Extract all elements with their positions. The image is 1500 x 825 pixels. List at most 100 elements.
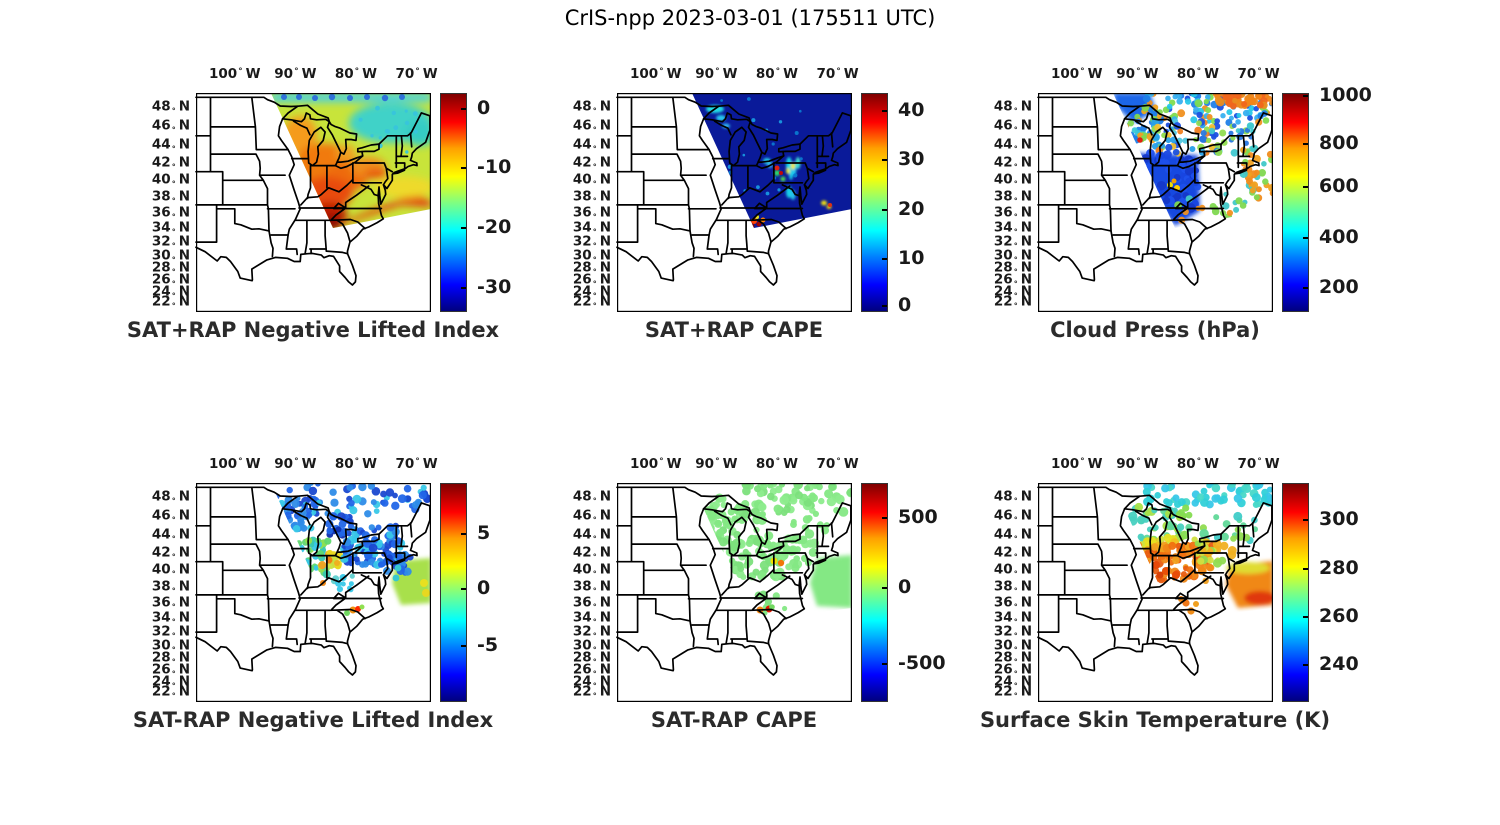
x-tick-hemisphere: W: [362, 66, 378, 82]
degree-symbol: °: [1013, 267, 1018, 277]
x-tick-label: 90° W: [695, 456, 737, 472]
y-tick-label: 42° N: [142, 544, 190, 561]
y-tick-label: 48° N: [563, 99, 611, 116]
colorbar-tick-label: 300: [1319, 507, 1359, 530]
colorbar-tick-mark: [882, 258, 887, 261]
panel-title: Surface Skin Temperature (K): [979, 708, 1331, 732]
y-tick-hemisphere: N: [1020, 683, 1032, 700]
y-tick-hemisphere: N: [599, 561, 611, 578]
y-tick-hemisphere: N: [178, 204, 190, 221]
y-tick-label: 30° N: [142, 247, 190, 264]
y-tick-degrees: 24: [151, 673, 171, 690]
degree-symbol: °: [659, 67, 664, 77]
x-tick-degrees: 90: [274, 66, 294, 82]
x-tick-hemisphere: W: [1204, 456, 1220, 472]
y-tick-hemisphere: N: [1020, 233, 1032, 250]
degree-symbol: °: [1013, 569, 1018, 579]
y-tick-hemisphere: N: [178, 98, 190, 115]
y-tick-label: 40° N: [142, 562, 190, 579]
x-tick-degrees: 80: [1176, 66, 1196, 82]
colorbar-tick-label: 0: [477, 576, 491, 599]
degree-symbol: °: [1013, 534, 1018, 544]
degree-symbol: °: [592, 657, 597, 667]
x-tick-label: 70° W: [395, 456, 437, 472]
y-tick-degrees: 42: [151, 154, 171, 171]
degree-symbol: °: [592, 552, 597, 562]
colorbar-tick-label: 5: [477, 521, 491, 544]
x-tick-label: 90° W: [1116, 456, 1158, 472]
colorbar-tick-mark: [882, 158, 887, 161]
y-tick-label: 36° N: [984, 204, 1032, 221]
map-canvas: [195, 93, 432, 313]
colorbar-tick-label: 800: [1319, 132, 1359, 155]
y-tick-hemisphere: N: [1020, 544, 1032, 561]
y-tick-hemisphere: N: [178, 171, 190, 188]
y-tick-degrees: 36: [993, 204, 1013, 221]
degree-symbol: °: [592, 586, 597, 596]
y-tick-hemisphere: N: [1020, 623, 1032, 640]
y-tick-label: 34° N: [563, 609, 611, 626]
colorbar-tick-mark: [1303, 567, 1308, 570]
degree-symbol: °: [238, 67, 243, 77]
x-tick-hemisphere: W: [362, 456, 378, 472]
degree-symbol: °: [1013, 106, 1018, 116]
degree-symbol: °: [1013, 631, 1018, 641]
degree-symbol: °: [1013, 602, 1018, 612]
y-tick-label: 32° N: [142, 624, 190, 641]
y-tick-degrees: 28: [572, 649, 592, 666]
y-tick-degrees: 36: [151, 204, 171, 221]
data-overlay: [703, 483, 852, 616]
map-canvas: [195, 483, 432, 703]
degree-symbol: °: [592, 534, 597, 544]
y-tick-label: 48° N: [984, 99, 1032, 116]
y-tick-degrees: 46: [151, 507, 171, 524]
x-tick-degrees: 100: [208, 66, 238, 82]
x-tick-degrees: 90: [1116, 456, 1136, 472]
degree-symbol: °: [592, 617, 597, 627]
y-tick-degrees: 22: [151, 683, 171, 700]
y-tick-degrees: 28: [572, 259, 592, 276]
degree-symbol: °: [354, 457, 360, 467]
y-tick-degrees: 48: [151, 98, 171, 115]
colorbar-tick-label: 1000: [1319, 84, 1372, 107]
y-tick-hemisphere: N: [178, 233, 190, 250]
y-tick-hemisphere: N: [599, 544, 611, 561]
map-frame: [196, 483, 432, 703]
degree-symbol: °: [1013, 586, 1018, 596]
y-tick-hemisphere: N: [599, 98, 611, 115]
degree-symbol: °: [294, 457, 299, 467]
degree-symbol: °: [171, 179, 176, 189]
y-tick-hemisphere: N: [1020, 594, 1032, 611]
x-tick-label: 80° W: [1177, 66, 1219, 82]
x-tick-hemisphere: W: [783, 456, 799, 472]
y-tick-label: 26° N: [563, 272, 611, 289]
y-tick-hemisphere: N: [178, 117, 190, 134]
y-tick-label: 42° N: [563, 544, 611, 561]
y-tick-degrees: 38: [572, 188, 592, 205]
degree-symbol: °: [1196, 457, 1202, 467]
y-tick-degrees: 44: [993, 526, 1013, 543]
y-tick-degrees: 32: [572, 623, 592, 640]
y-tick-hemisphere: N: [1020, 247, 1032, 264]
degree-symbol: °: [659, 457, 664, 467]
y-tick-hemisphere: N: [1020, 117, 1032, 134]
degree-symbol: °: [171, 631, 176, 641]
colorbar-tick-mark: [882, 587, 887, 590]
colorbar-tick-mark: [882, 663, 887, 666]
y-tick-hemisphere: N: [599, 188, 611, 205]
y-tick-label: 34° N: [142, 219, 190, 236]
y-tick-degrees: 40: [151, 171, 171, 188]
x-tick-label: 90° W: [695, 66, 737, 82]
y-tick-hemisphere: N: [1020, 171, 1032, 188]
panel-title: Cloud Press (hPa): [1050, 318, 1260, 342]
y-tick-hemisphere: N: [178, 673, 190, 690]
x-tick-label: 80° W: [335, 66, 377, 82]
y-tick-hemisphere: N: [178, 637, 190, 654]
degree-symbol: °: [592, 645, 597, 655]
degree-symbol: °: [171, 586, 176, 596]
y-tick-hemisphere: N: [599, 507, 611, 524]
y-tick-label: 46° N: [984, 118, 1032, 135]
degree-symbol: °: [592, 569, 597, 579]
colorbar-tick-mark: [461, 167, 466, 170]
colorbar-tick-label: 600: [1319, 175, 1359, 198]
